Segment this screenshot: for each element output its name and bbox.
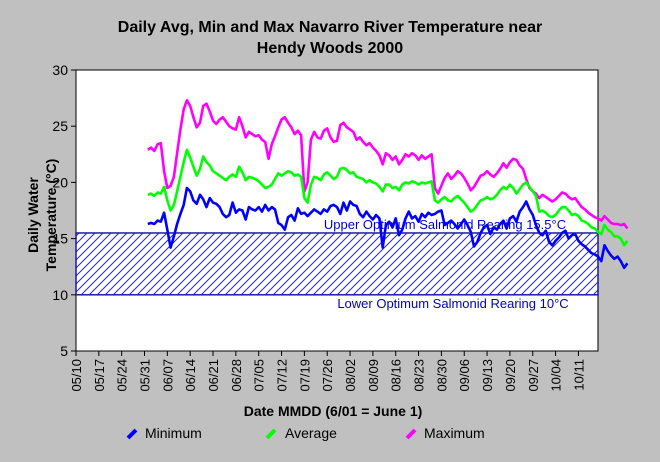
legend-swatch-minimum xyxy=(126,428,138,440)
x-tick-label: 09/27 xyxy=(526,359,541,392)
chart-title-line2: Hendy Woods 2000 xyxy=(257,40,404,57)
legend-label-maximum: Maximum xyxy=(424,425,485,441)
x-tick-label: 07/19 xyxy=(297,359,312,392)
x-axis: 05/10 05/17 05/24 05/31 06/07 06/14 06/21 06/28… xyxy=(69,351,586,392)
x-tick-label: 08/09 xyxy=(366,359,381,392)
x-tick-label: 08/30 xyxy=(434,359,449,392)
x-tick-label: 10/11 xyxy=(571,359,586,391)
x-tick-label: 05/17 xyxy=(92,359,107,392)
x-tick-label: 07/26 xyxy=(320,359,335,392)
y-tick-label: 15 xyxy=(52,231,68,247)
x-tick-label: 09/13 xyxy=(480,359,495,392)
x-tick-label: 05/31 xyxy=(138,359,153,392)
x-tick-label: 05/10 xyxy=(69,359,84,392)
x-tick-label: 07/12 xyxy=(275,359,290,392)
legend-swatch-maximum xyxy=(405,428,417,440)
x-tick-label: 09/20 xyxy=(503,359,518,392)
x-tick-label: 06/21 xyxy=(206,359,221,392)
series-line-minimum xyxy=(147,186,629,270)
x-axis-label: Date MMDD (6/01 = June 1) xyxy=(244,403,423,419)
y-tick-label: 25 xyxy=(52,118,68,134)
y-axis-label-line2: Temperature (°C) xyxy=(43,159,59,272)
series-line-maximum xyxy=(147,99,629,230)
y-tick-label: 20 xyxy=(52,174,68,190)
x-tick-label: 06/07 xyxy=(160,359,175,392)
y-tick-label: 10 xyxy=(52,287,68,303)
y-tick-label: 5 xyxy=(60,343,68,359)
x-tick-label: 08/23 xyxy=(412,359,427,392)
legend-swatch-average xyxy=(265,428,277,440)
x-tick-label: 09/06 xyxy=(457,359,472,392)
x-tick-label: 08/16 xyxy=(389,359,404,392)
legend-label-minimum: Minimum xyxy=(145,425,202,441)
x-tick-label: 08/02 xyxy=(343,359,358,392)
x-tick-label: 07/05 xyxy=(252,359,267,392)
legend-item-maximum: Maximum xyxy=(405,425,485,441)
chart-title-line1: Daily Avg, Min and Max Navarro River Tem… xyxy=(118,19,542,36)
legend-item-minimum: Minimum xyxy=(126,425,202,441)
y-axis-label: Daily Water Temperature (°C) xyxy=(25,159,59,272)
series-layer xyxy=(147,99,629,270)
optimum-rearing-band xyxy=(75,232,599,296)
legend: Minimum Average Maximum xyxy=(126,425,485,441)
legend-item-average: Average xyxy=(265,425,337,441)
plot-area xyxy=(75,69,599,352)
y-axis: 5 10 15 20 25 30 xyxy=(52,62,76,359)
legend-label-average: Average xyxy=(285,425,337,441)
x-tick-label: 06/14 xyxy=(183,359,198,392)
y-axis-label-line1: Daily Water xyxy=(25,177,41,253)
x-tick-label: 05/24 xyxy=(115,359,130,392)
lower-optimum-label: Lower Optimum Salmonid Rearing 10°C xyxy=(337,296,568,311)
y-tick-label: 30 xyxy=(52,62,68,78)
x-tick-label: 10/04 xyxy=(549,359,564,392)
series-line-average xyxy=(147,148,629,247)
x-tick-label: 06/28 xyxy=(229,359,244,392)
